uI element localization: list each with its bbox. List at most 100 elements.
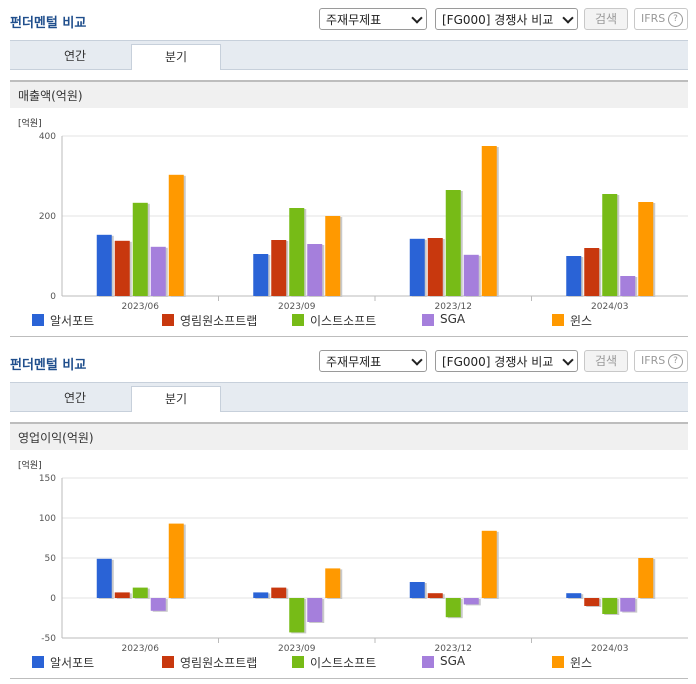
legend-label: 윈스: [570, 656, 593, 670]
bar: [638, 202, 654, 296]
bar: [566, 256, 582, 296]
y-tick-label: 200: [39, 212, 56, 222]
bar: [307, 244, 323, 296]
chart-legend: 알서포트 영림원소프트랩 이스트소프트 SGA 윈스: [10, 312, 688, 330]
chevron-down-icon: [411, 354, 423, 366]
y-tick-label: -50: [41, 634, 56, 644]
period-tabs: 연간 분기: [10, 382, 688, 412]
bar: [150, 246, 166, 296]
x-tick-label: 2023/09: [278, 644, 316, 654]
bar: [409, 238, 425, 296]
x-tick-label: 2024/03: [591, 644, 628, 654]
legend-swatch: [32, 314, 44, 326]
bar: [445, 190, 461, 296]
legend-label: 이스트소프트: [310, 656, 377, 670]
bar: [620, 598, 636, 612]
bar: [566, 593, 582, 598]
bar: [638, 558, 654, 598]
section-title: 매출액(억원): [18, 89, 83, 103]
bar: [463, 598, 479, 605]
x-tick-label: 2023/06: [122, 644, 160, 654]
section-header: 영업이익(억원): [10, 422, 688, 450]
bar: [409, 582, 425, 598]
search-button[interactable]: 검색: [584, 350, 628, 372]
bar: [445, 598, 461, 618]
bar: [132, 587, 148, 598]
statement-type-value: 주재무제표: [326, 13, 382, 27]
bar: [481, 530, 497, 598]
bar: [114, 592, 130, 598]
bar: [325, 216, 341, 296]
bar: [584, 248, 600, 296]
unit-label: [억원]: [18, 459, 42, 471]
legend-swatch: [422, 656, 434, 668]
y-tick-label: 0: [50, 594, 56, 604]
period-tabs: 연간 분기: [10, 40, 688, 70]
legend-swatch: [32, 656, 44, 668]
bar: [463, 254, 479, 296]
bar: [325, 568, 341, 598]
y-tick-label: 50: [45, 554, 57, 564]
panel-title: 펀더멘털 비교: [10, 358, 87, 373]
legend-label: 알서포트: [50, 656, 95, 670]
y-tick-label: 150: [39, 474, 56, 484]
legend-swatch: [292, 314, 304, 326]
panel-title: 펀더멘털 비교: [10, 16, 87, 31]
bar: [602, 194, 618, 296]
statement-type-value: 주재무제표: [326, 355, 382, 369]
bar: [620, 276, 636, 296]
statement-type-select[interactable]: 주재무제표: [319, 8, 427, 30]
competitor-group-select[interactable]: [FG000] 경쟁사 비교: [435, 350, 578, 372]
legend-swatch: [292, 656, 304, 668]
tab-quarterly[interactable]: 분기: [131, 44, 221, 70]
legend-label: 영림원소프트랩: [180, 656, 258, 670]
statement-type-select[interactable]: 주재무제표: [319, 350, 427, 372]
ifrs-label: IFRS: [641, 354, 666, 367]
section-header: 매출액(억원): [10, 80, 688, 108]
bar: [602, 598, 618, 614]
operating-profit-chart-svg: [억원] -50 0 50 100 150 2023/06 2023/09 2023/12 202…: [18, 459, 688, 654]
x-tick-label: 2023/06: [122, 302, 160, 312]
chevron-down-icon: [411, 12, 423, 24]
tab-annual[interactable]: 연간: [63, 49, 87, 63]
help-icon: ?: [668, 354, 683, 369]
ifrs-help-button[interactable]: IFRS ?: [634, 8, 688, 30]
bar: [168, 174, 184, 296]
legend-label: 윈스: [570, 314, 593, 328]
bar: [132, 202, 148, 296]
x-tick-label: 2023/12: [435, 302, 472, 312]
section-title: 영업이익(억원): [18, 431, 94, 445]
divider: [10, 678, 688, 679]
bar: [427, 593, 443, 598]
chevron-down-icon: [562, 354, 574, 366]
bar: [289, 598, 305, 633]
ifrs-label: IFRS: [641, 12, 666, 25]
ifrs-help-button[interactable]: IFRS ?: [634, 350, 688, 372]
legend-label: SGA: [440, 654, 466, 668]
bar: [271, 587, 287, 598]
legend-label: 알서포트: [50, 314, 95, 328]
legend-label: SGA: [440, 312, 466, 326]
legend-label: 이스트소프트: [310, 314, 377, 328]
tab-annual[interactable]: 연간: [63, 391, 87, 405]
bar: [114, 240, 130, 296]
panel-header: 펀더멘털 비교 주재무제표 [FG000] 경쟁사 비교 검색 IFRS ?: [0, 342, 696, 378]
tab-quarterly[interactable]: 분기: [131, 386, 221, 412]
legend-swatch: [162, 656, 174, 668]
search-button[interactable]: 검색: [584, 8, 628, 30]
bar: [150, 598, 166, 611]
bar: [584, 598, 600, 606]
competitor-group-select[interactable]: [FG000] 경쟁사 비교: [435, 8, 578, 30]
revenue-chart: [억원] 0 200 400 2023/06 2023/09 2023/12 2024/03: [10, 114, 688, 314]
legend-swatch: [552, 314, 564, 326]
help-icon: ?: [668, 12, 683, 27]
bar: [96, 558, 112, 598]
bar: [253, 254, 269, 296]
competitor-group-value: [FG000] 경쟁사 비교: [442, 355, 554, 369]
bar: [481, 146, 497, 296]
bar: [427, 238, 443, 296]
bar: [96, 234, 112, 296]
divider: [10, 336, 688, 337]
y-tick-label: 100: [39, 514, 56, 524]
bar: [253, 592, 269, 598]
